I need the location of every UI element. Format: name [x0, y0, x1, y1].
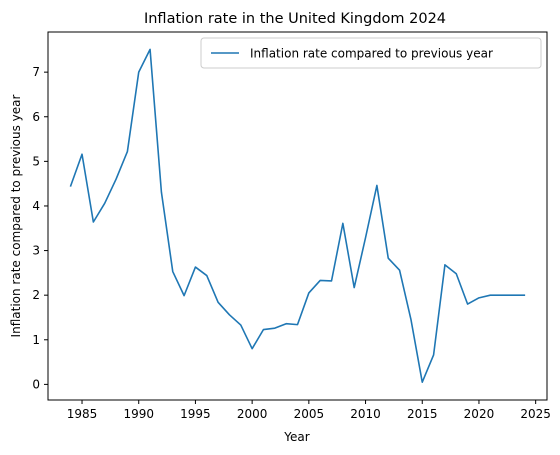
data-point: [285, 323, 287, 325]
data-point: [319, 279, 321, 281]
x-tick-label: 2000: [237, 407, 268, 421]
x-axis-ticks: 1985 1990 1995 2000 2005 2010 2015 2020 2025: [67, 400, 551, 421]
data-point: [149, 48, 151, 50]
data-point: [410, 318, 412, 320]
data-point: [364, 236, 366, 238]
data-point: [512, 294, 514, 296]
data-point: [194, 266, 196, 268]
data-point: [160, 191, 162, 193]
x-tick-label: 2015: [407, 407, 438, 421]
y-tick-label: 5: [32, 154, 40, 168]
data-point: [296, 323, 298, 325]
y-tick-label: 2: [32, 288, 40, 302]
data-point: [115, 178, 117, 180]
data-point: [455, 273, 457, 275]
data-point: [183, 294, 185, 296]
data-point: [489, 294, 491, 296]
legend-label: Inflation rate compared to previous year: [250, 47, 493, 61]
y-axis-ticks: 0 1 2 3 4 5 6 7: [32, 65, 48, 391]
data-point: [126, 150, 128, 152]
chart-title: Inflation rate in the United Kingdom 202…: [144, 11, 446, 27]
data-point: [432, 354, 434, 356]
data-point: [206, 274, 208, 276]
x-tick-label: 2005: [294, 407, 325, 421]
y-tick-label: 4: [32, 199, 40, 213]
data-point: [240, 324, 242, 326]
data-point: [444, 264, 446, 266]
data-point: [478, 297, 480, 299]
data-point: [81, 153, 83, 155]
data-point: [251, 348, 253, 350]
legend-box: [200, 37, 542, 69]
data-point: [353, 286, 355, 288]
x-tick-label: 1990: [123, 407, 154, 421]
y-tick-label: 7: [32, 65, 40, 79]
data-point: [308, 292, 310, 294]
data-point: [342, 222, 344, 224]
y-tick-label: 6: [32, 110, 40, 124]
data-point: [69, 185, 71, 187]
data-point: [172, 270, 174, 272]
data-point: [466, 303, 468, 305]
data-point: [104, 202, 106, 204]
y-axis-title: Inflation rate compared to previous year: [9, 94, 23, 337]
x-tick-label: 1995: [180, 407, 211, 421]
plot-area: [48, 32, 547, 400]
x-tick-label: 2010: [350, 407, 381, 421]
data-point: [376, 184, 378, 186]
data-point: [217, 301, 219, 303]
data-point: [228, 314, 230, 316]
data-point: [92, 221, 94, 223]
x-tick-label: 1985: [67, 407, 98, 421]
data-point: [523, 294, 525, 296]
data-point: [262, 328, 264, 330]
x-tick-label: 2020: [464, 407, 495, 421]
data-point: [138, 71, 140, 73]
data-point: [500, 294, 502, 296]
series-line: [69, 48, 526, 383]
data-point: [387, 257, 389, 259]
data-point: [274, 327, 276, 329]
data-point: [398, 269, 400, 271]
x-tick-label: 2025: [520, 407, 551, 421]
y-tick-label: 1: [32, 333, 40, 347]
data-point: [421, 381, 423, 383]
plot-frame: [47, 31, 548, 401]
legend: Inflation rate compared to previous year: [200, 37, 542, 69]
y-tick-label: 0: [32, 377, 40, 391]
x-axis-title: Year: [283, 430, 309, 444]
y-tick-label: 3: [32, 244, 40, 258]
data-point: [330, 280, 332, 282]
